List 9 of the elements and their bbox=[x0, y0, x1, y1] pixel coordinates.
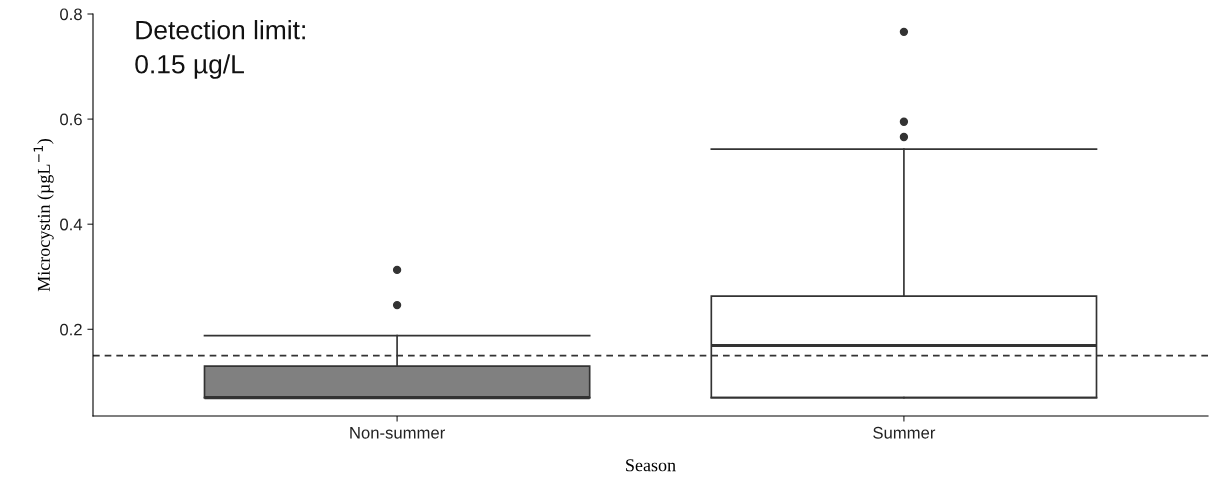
y-axis-title: Microcystin (µgL$^{−1}$) bbox=[33, 139, 54, 292]
annotation: Detection limit: 0.15 µg/L bbox=[135, 20, 305, 79]
y-tick-label: 0.4 bbox=[60, 218, 83, 231]
x-tick-label: Non-summer bbox=[350, 427, 445, 439]
y-tick-label: 0.2 bbox=[60, 323, 82, 336]
y-tick-label: 0.6 bbox=[60, 113, 82, 126]
x-tick-label: Summer bbox=[873, 426, 936, 439]
x-axis-title: Season bbox=[626, 459, 676, 472]
y-tick-label: 0.8 bbox=[60, 8, 82, 21]
